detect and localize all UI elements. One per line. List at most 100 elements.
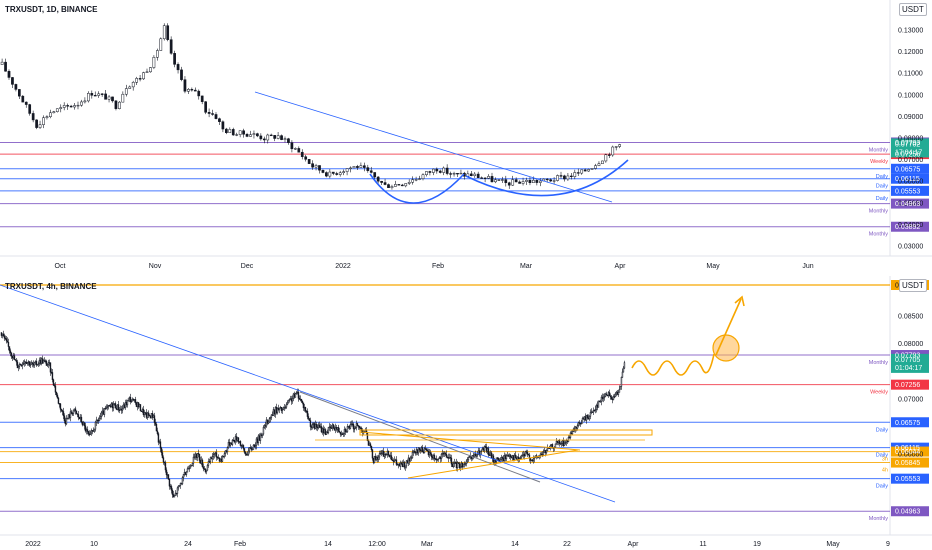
candle-body: [178, 485, 181, 487]
level-tag-value: 0.06115: [895, 176, 920, 183]
candle-body: [449, 457, 452, 459]
candle-body: [28, 361, 31, 366]
candle-body: [366, 432, 369, 442]
level-tag-name: Monthly: [869, 360, 889, 366]
candle-body: [262, 427, 265, 435]
candle-body: [256, 133, 259, 137]
cup-right-curve: [465, 159, 629, 197]
candle-body: [18, 89, 21, 97]
candle-body: [221, 456, 224, 462]
bottom-unit-label[interactable]: USDT: [899, 279, 927, 292]
candle-body: [276, 408, 279, 414]
candle-body: [525, 451, 528, 453]
cup-left-curve: [369, 173, 465, 204]
candle-body: [54, 385, 57, 393]
candle-body: [437, 458, 440, 460]
level-tag-value: 0.06575: [895, 420, 920, 427]
candle-body: [583, 169, 587, 172]
candle-body: [89, 432, 92, 435]
candle-body: [411, 179, 414, 183]
candle-body: [205, 469, 208, 473]
candle-body: [367, 440, 370, 446]
candle-body: [514, 179, 518, 183]
candle-body: [487, 448, 490, 456]
level-tag-value: 0.04963: [895, 201, 920, 208]
candle-body: [458, 463, 461, 468]
candle-body: [288, 399, 291, 401]
daily-chart-pane: [0, 0, 932, 257]
candle-body: [243, 448, 246, 453]
candle-body: [280, 135, 283, 140]
candle-body: [620, 376, 623, 387]
candle-body: [237, 437, 240, 443]
candle-body: [62, 411, 65, 417]
candle-body: [414, 179, 418, 181]
top-symbol-label: TRXUSDT, 1D, BINANCE: [5, 5, 98, 14]
candle-body: [107, 96, 111, 100]
top-unit-label[interactable]: USDT: [899, 3, 927, 16]
candle-body: [47, 362, 50, 365]
candle-body: [186, 468, 189, 473]
candle-body: [126, 400, 129, 406]
candle-body: [197, 90, 201, 97]
candle-body: [193, 89, 197, 92]
candle-body: [321, 169, 325, 173]
candle-body: [193, 456, 196, 458]
candle-body: [618, 388, 621, 393]
candle-body: [167, 474, 170, 480]
candle-body: [206, 465, 209, 471]
candle-body: [429, 452, 432, 455]
candle-body: [483, 177, 487, 180]
candle-body: [421, 174, 425, 179]
candle-body: [66, 105, 70, 107]
candle-body: [29, 364, 32, 366]
candle-body: [563, 175, 566, 180]
candle-body: [385, 454, 388, 456]
candle-body: [149, 67, 152, 73]
level-tag-box: [891, 457, 929, 468]
candle-body: [276, 135, 280, 139]
y-tick-label: 0.06000: [898, 452, 923, 459]
candle-body: [189, 465, 192, 469]
candle-body: [187, 89, 190, 92]
candle-body: [304, 156, 308, 160]
candle-body: [228, 129, 232, 134]
x-tick-label: Mar: [421, 541, 434, 548]
candle-body: [382, 450, 385, 457]
candle-body: [128, 86, 132, 89]
level-tag-box: [891, 163, 929, 174]
candle-body: [465, 460, 468, 464]
level-tag-name: Monthly: [869, 147, 889, 153]
candle-body: [55, 391, 58, 396]
y-tick-label: 0.05000: [898, 200, 923, 207]
candle-body: [60, 408, 63, 411]
candle-body: [325, 431, 328, 435]
candle-body: [42, 117, 45, 125]
level-tag-value: 0.04963: [895, 509, 920, 516]
candle-body: [307, 159, 311, 164]
candle-body: [124, 88, 128, 95]
candle-body: [90, 430, 93, 434]
candle-body: [587, 169, 590, 172]
candle-body: [494, 179, 497, 183]
candle-body: [480, 449, 483, 452]
candle-body: [121, 93, 125, 103]
candle-body: [311, 163, 314, 168]
candle-body: [13, 355, 16, 360]
candle-body: [3, 335, 6, 339]
candle-body: [35, 361, 38, 366]
candle-body: [413, 450, 416, 453]
candle-body: [268, 418, 271, 423]
y-tick-label: 0.07000: [898, 157, 923, 164]
candle-body: [250, 447, 253, 450]
y-tick-label: 0.07000: [898, 396, 923, 403]
candle-body: [9, 350, 12, 354]
candle-body: [570, 175, 573, 178]
level-tag-box: [891, 173, 929, 184]
candle-body: [349, 167, 352, 169]
candle-body: [56, 394, 59, 399]
candle-body: [577, 422, 580, 426]
x-tick-label: 14: [511, 541, 519, 548]
candle-body: [433, 455, 436, 459]
level-tag-name: Monthly: [869, 232, 889, 238]
